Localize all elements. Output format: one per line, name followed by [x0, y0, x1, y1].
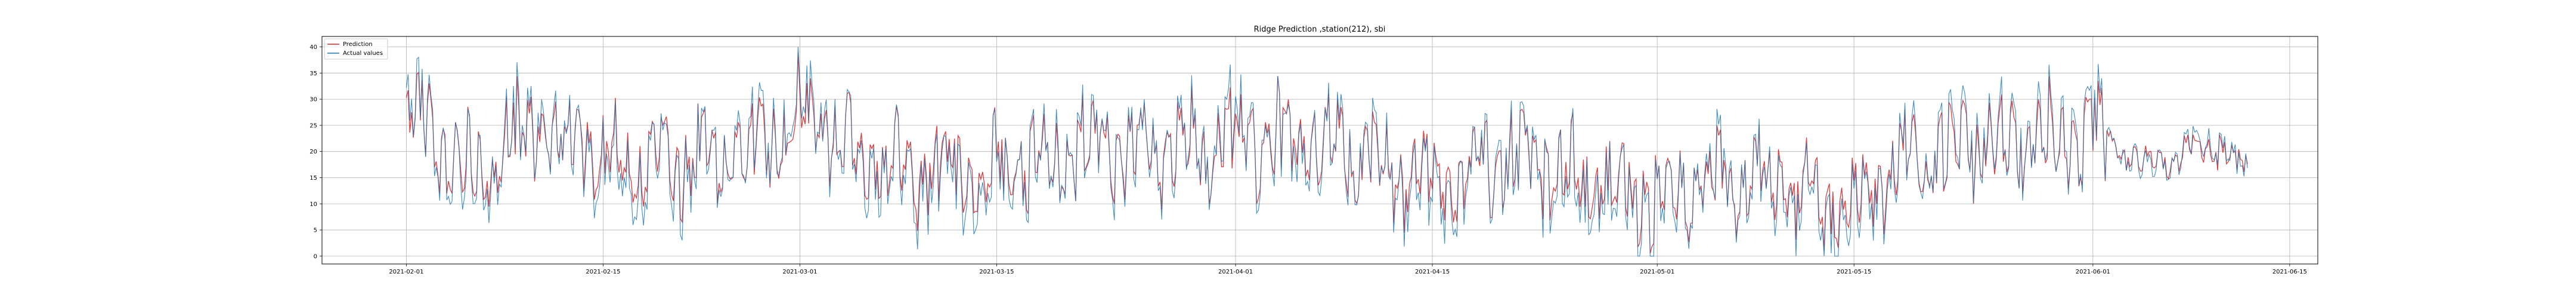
y-tick-label: 35 [309, 70, 317, 77]
x-tick-label: 2021-04-15 [1415, 269, 1450, 275]
plot-frame [321, 36, 2318, 265]
series-line-actual-values [405, 47, 2248, 257]
y-tick-label: 0 [314, 253, 317, 260]
legend: Prediction Actual values [324, 38, 388, 60]
y-tick-label: 15 [309, 175, 317, 182]
grid [322, 36, 2318, 264]
x-tick-label: 2021-06-01 [2076, 269, 2110, 275]
x-tick-label: 2021-05-01 [1640, 269, 1674, 275]
x-tick-label: 2021-02-15 [586, 269, 620, 275]
axes: 2021-02-01 2021-02-15 2021-03-01 2021-03-15… [309, 44, 2307, 275]
y-tick-label: 10 [309, 201, 317, 208]
series-lines [405, 47, 2248, 257]
legend-box [324, 38, 388, 60]
y-tick-label: 20 [309, 149, 317, 155]
y-tick-label: 25 [309, 122, 317, 129]
chart-title: Ridge Prediction ,station(212), sbi [1254, 25, 1386, 34]
legend-label-prediction: Prediction [343, 41, 373, 48]
y-tick-label: 30 [309, 97, 317, 103]
legend-label-actual-values: Actual values [343, 50, 383, 57]
x-tick-label: 2021-05-15 [1837, 269, 1871, 275]
y-tick-label: 40 [309, 44, 317, 51]
x-tick-label: 2021-03-01 [782, 269, 817, 275]
x-tick-label: 2021-03-15 [979, 269, 1014, 275]
x-tick-label: 2021-02-01 [389, 269, 423, 275]
x-tick-label: 2021-06-15 [2272, 269, 2307, 275]
x-tick-label: 2021-04-01 [1218, 269, 1253, 275]
y-tick-label: 5 [314, 228, 317, 234]
